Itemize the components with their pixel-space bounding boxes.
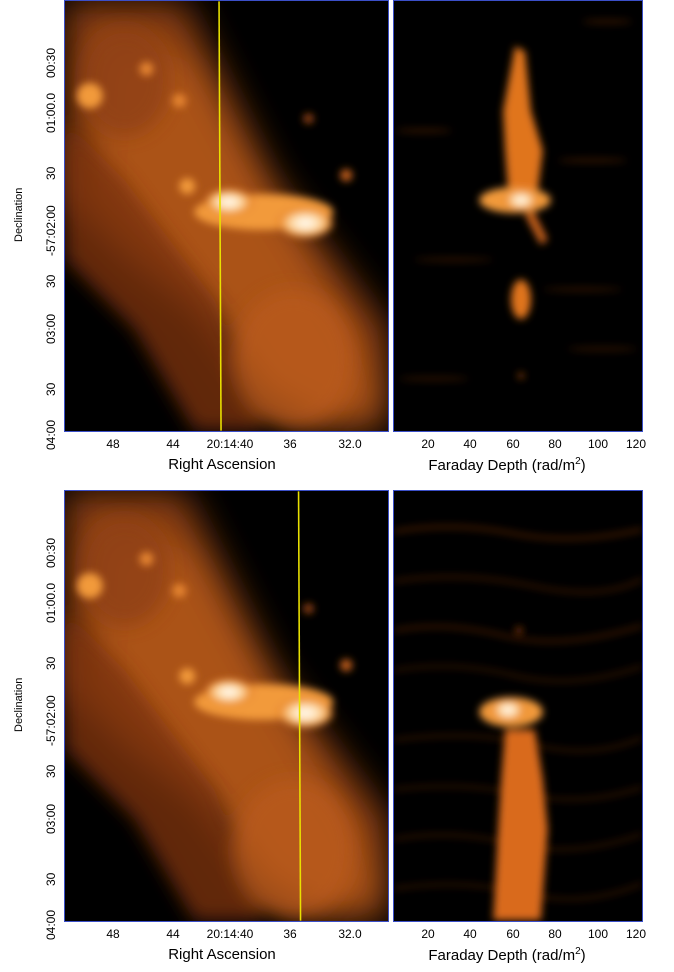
y-tick-label: 30 — [44, 274, 58, 288]
panel-row-1: Declination 00:30 01:00.0 30 -57:02:00 3… — [13, 0, 647, 474]
x-axis-label-exponent: 2 — [575, 456, 581, 467]
y-tick-label: -57:02:00 — [44, 695, 58, 746]
y-tick-label: 30 — [44, 166, 58, 180]
x-axis-label: Faraday Depth (rad/m2) — [428, 946, 585, 964]
faraday-spectrum-image — [394, 524, 642, 921]
y-tick-label: 03:00 — [44, 803, 58, 834]
x-axis-label-text: Faraday Depth (rad/m — [428, 947, 576, 964]
x-tick-label: 32.0 — [338, 437, 362, 451]
y-axis-label: Declination — [13, 677, 25, 732]
y-tick-label: 30 — [44, 382, 58, 396]
x-tick-label: 80 — [548, 437, 562, 451]
x-tick-label: 48 — [106, 927, 120, 941]
faraday-spectrum-image — [395, 19, 638, 381]
x-axis-label: Faraday Depth (rad/m2) — [428, 456, 585, 474]
faraday-spectrum-panel-1 — [393, 0, 643, 432]
x-tick-label: 40 — [463, 437, 477, 451]
y-tick-label: -57:02:00 — [44, 205, 58, 256]
y-tick-label: 30 — [44, 764, 58, 778]
x-tick-label: 48 — [106, 437, 120, 451]
x-tick-label: 32.0 — [338, 927, 362, 941]
radio-emission-image — [65, 1, 388, 431]
x-tick-label: 44 — [166, 437, 180, 451]
y-tick-label: 01:00.0 — [44, 92, 58, 133]
x-axis-label: Right Ascension — [168, 946, 276, 963]
radio-image-panel-1 — [64, 0, 389, 432]
x-tick-label: 100 — [587, 437, 609, 451]
slit-line — [297, 491, 302, 921]
y-tick-label: 03:00 — [44, 313, 58, 344]
y-tick-label: 04:00 — [44, 419, 58, 450]
x-axis-label-exponent: 2 — [575, 946, 581, 957]
y-tick-label: 04:00 — [44, 909, 58, 940]
radio-emission-image — [65, 491, 388, 921]
x-tick-label: 60 — [506, 437, 520, 451]
y-tick-label: 00:30 — [44, 47, 58, 78]
x-tick-label: 36 — [283, 437, 297, 451]
x-tick-label: 100 — [587, 927, 609, 941]
y-tick-label: 00:30 — [44, 537, 58, 568]
x-tick-label: 40 — [463, 927, 477, 941]
y-tick-label: 30 — [44, 656, 58, 670]
x-axis-label-text: Faraday Depth (rad/m — [428, 457, 576, 474]
x-tick-label: 80 — [548, 927, 562, 941]
slit-line — [218, 1, 222, 431]
y-tick-label: 01:00.0 — [44, 582, 58, 623]
x-axis-label: Right Ascension — [168, 456, 276, 473]
panel-row-2: Declination 00:30 01:00.0 30 -57:02:00 3… — [0, 490, 674, 972]
x-axis-label-close: ) — [580, 947, 586, 964]
x-tick-label: 120 — [625, 437, 647, 451]
y-axis-label: Declination — [13, 187, 25, 242]
faraday-spectrum-panel-2 — [393, 490, 643, 922]
x-tick-label: 20:14:40 — [206, 927, 254, 941]
x-tick-label: 20 — [421, 437, 435, 451]
x-tick-label: 120 — [625, 927, 647, 941]
radio-image-panel-2 — [64, 490, 389, 922]
x-axis-label-close: ) — [580, 457, 586, 474]
x-tick-label: 60 — [506, 927, 520, 941]
y-tick-label: 30 — [44, 872, 58, 886]
x-tick-label: 36 — [283, 927, 297, 941]
x-tick-label: 20 — [421, 927, 435, 941]
x-tick-label: 44 — [166, 927, 180, 941]
x-tick-label: 20:14:40 — [206, 437, 254, 451]
